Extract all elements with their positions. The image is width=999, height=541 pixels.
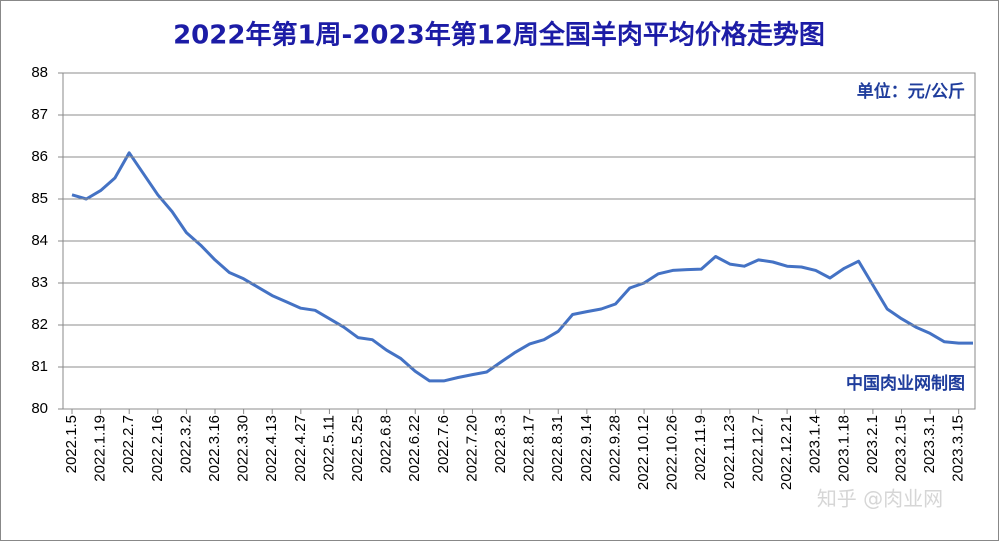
source-note: 中国肉业网制图 [846, 373, 965, 394]
watermark: 知乎 @肉业网 [817, 487, 943, 511]
x-tick-label: 2022.8.3 [492, 415, 509, 473]
x-tick-label: 2022.3.2 [177, 415, 194, 473]
x-tick-label: 2022.6.22 [406, 415, 423, 482]
x-tick-label: 2022.8.17 [521, 415, 538, 482]
x-tick-label: 2022.1.5 [63, 415, 80, 473]
x-tick-label: 2022.11.23 [721, 415, 738, 489]
y-tick-label: 80 [31, 400, 48, 417]
x-tick-label: 2023.3.1 [921, 415, 938, 473]
x-tick-label: 2022.10.26 [664, 415, 681, 490]
x-tick-label: 2022.9.28 [606, 415, 623, 482]
x-tick-label: 2022.12.21 [778, 415, 795, 490]
y-tick-label: 88 [31, 64, 48, 81]
y-tick-label: 85 [31, 190, 48, 207]
x-tick-label: 2022.6.8 [378, 415, 395, 473]
x-tick-label: 2022.9.14 [578, 415, 595, 482]
y-tick-label: 83 [31, 274, 48, 291]
x-tick-label: 2022.4.13 [263, 415, 280, 482]
x-tick-label: 2022.12.7 [749, 415, 766, 482]
y-tick-label: 84 [31, 232, 48, 249]
x-tick-label: 2023.1.4 [807, 415, 824, 473]
x-tick-label: 2022.2.16 [149, 415, 166, 482]
y-tick-label: 86 [31, 148, 48, 165]
x-tick-label: 2022.5.25 [349, 415, 366, 482]
x-tick-label: 2023.1.18 [835, 415, 852, 482]
x-tick-label: 2022.3.30 [235, 415, 252, 482]
y-tick-label: 82 [31, 316, 48, 333]
chart-title: 2022年第1周-2023年第12周全国羊肉平均价格走势图 [173, 20, 825, 51]
x-tick-label: 2023.3.15 [950, 415, 967, 482]
x-tick-label: 2022.7.20 [463, 415, 480, 482]
x-tick-label: 2022.10.12 [635, 415, 652, 490]
price-line [71, 151, 973, 383]
x-tick-label: 2022.5.11 [320, 415, 337, 481]
x-tick-label: 2022.3.16 [206, 415, 223, 482]
x-tick-label: 2022.7.6 [435, 415, 452, 473]
x-tick-label: 2022.2.7 [120, 415, 137, 473]
x-tick-label: 2022.4.27 [292, 415, 309, 482]
x-tick-label: 2022.8.31 [549, 415, 566, 482]
y-tick-label: 87 [31, 106, 48, 123]
x-tick-label: 2022.11.9 [692, 415, 709, 481]
y-tick-label: 81 [31, 358, 48, 375]
x-tick-label: 2023.2.1 [864, 415, 881, 473]
x-tick-label: 2022.1.19 [92, 415, 109, 482]
x-tick-label: 2023.2.15 [892, 415, 909, 482]
unit-note: 单位：元/公斤 [857, 81, 965, 102]
